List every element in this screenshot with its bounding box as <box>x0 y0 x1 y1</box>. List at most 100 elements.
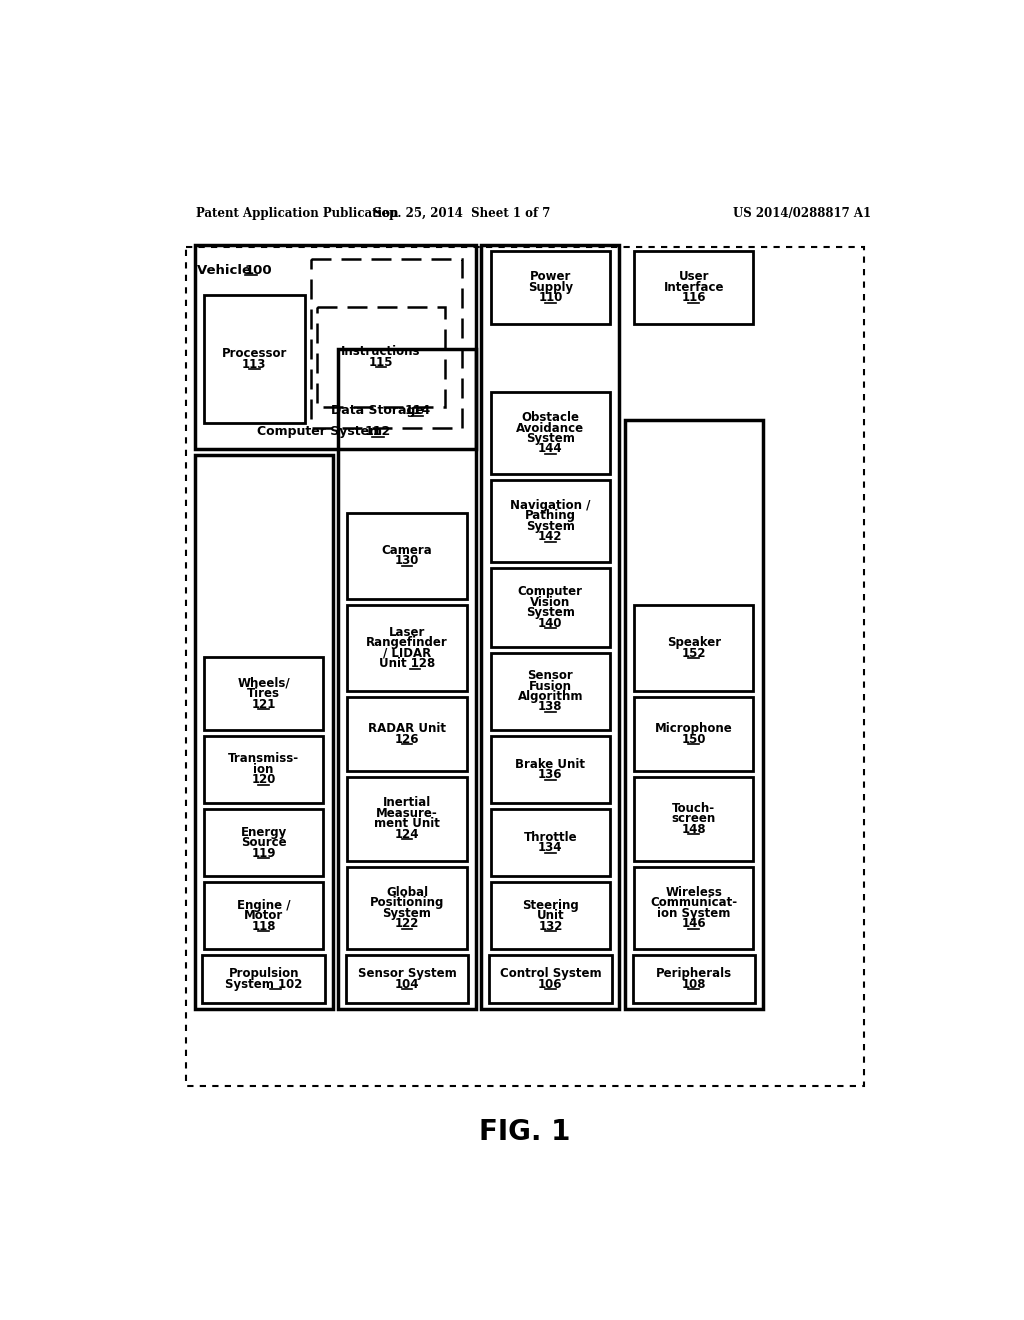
Text: Steering: Steering <box>522 899 579 912</box>
Text: Unit: Unit <box>537 909 564 923</box>
Text: Supply: Supply <box>527 281 573 294</box>
Bar <box>195 244 476 449</box>
Bar <box>204 657 324 730</box>
Text: Avoidance: Avoidance <box>516 421 585 434</box>
Text: 120: 120 <box>252 774 275 787</box>
Text: screen: screen <box>672 812 716 825</box>
Text: 104: 104 <box>394 978 419 991</box>
Bar <box>346 956 468 1003</box>
Text: Camera: Camera <box>382 544 432 557</box>
Text: Interface: Interface <box>664 281 724 294</box>
Text: Data Storage: Data Storage <box>331 404 424 417</box>
Bar <box>634 605 754 692</box>
Text: FIG. 1: FIG. 1 <box>479 1118 570 1147</box>
Text: Sensor: Sensor <box>527 669 573 682</box>
Bar <box>490 653 610 730</box>
Text: 124: 124 <box>394 828 419 841</box>
Text: Throttle: Throttle <box>523 830 578 843</box>
Text: Speaker: Speaker <box>667 636 721 649</box>
Text: System: System <box>383 907 431 920</box>
Text: Propulsion: Propulsion <box>228 968 299 981</box>
Text: RADAR Unit: RADAR Unit <box>368 722 446 735</box>
Text: 148: 148 <box>681 822 707 836</box>
Text: 121: 121 <box>252 697 275 710</box>
Text: Inertial: Inertial <box>383 796 431 809</box>
Text: 126: 126 <box>394 733 419 746</box>
Text: Vehicle: Vehicle <box>197 264 256 277</box>
Bar <box>633 956 755 1003</box>
Bar <box>634 776 754 861</box>
Bar <box>625 420 763 1010</box>
Text: Pathing: Pathing <box>525 510 575 523</box>
Text: System: System <box>526 606 574 619</box>
Text: 146: 146 <box>681 917 707 931</box>
Bar <box>347 867 467 949</box>
Text: 100: 100 <box>245 264 272 277</box>
Text: 142: 142 <box>539 531 562 544</box>
Text: ion System: ion System <box>657 907 730 920</box>
Text: Positioning: Positioning <box>370 896 444 909</box>
Text: 114: 114 <box>404 404 430 417</box>
Text: Laser: Laser <box>389 626 425 639</box>
Text: Global: Global <box>386 886 428 899</box>
Text: Transmiss-: Transmiss- <box>228 752 299 766</box>
Bar <box>203 956 325 1003</box>
Text: 132: 132 <box>539 920 562 933</box>
Bar <box>338 350 476 1010</box>
Text: Unit 128: Unit 128 <box>379 657 435 671</box>
Text: 118: 118 <box>251 920 275 933</box>
Bar <box>489 956 611 1003</box>
Bar <box>634 697 754 771</box>
Text: 115: 115 <box>369 356 393 368</box>
Text: System: System <box>526 432 574 445</box>
Bar <box>490 480 610 562</box>
Text: User: User <box>679 271 709 284</box>
Text: Energy: Energy <box>241 825 287 838</box>
Text: 110: 110 <box>539 292 562 305</box>
Bar <box>186 247 864 1086</box>
Text: Brake Unit: Brake Unit <box>515 758 586 771</box>
Text: 140: 140 <box>539 616 562 630</box>
Text: US 2014/0288817 A1: US 2014/0288817 A1 <box>733 207 871 220</box>
Text: 150: 150 <box>682 733 706 746</box>
Text: Navigation /: Navigation / <box>510 499 591 512</box>
Text: System: System <box>526 520 574 533</box>
Text: Measure-: Measure- <box>376 807 438 820</box>
Text: Computer: Computer <box>518 585 583 598</box>
Text: 106: 106 <box>539 978 562 991</box>
Bar <box>490 809 610 876</box>
Bar <box>204 882 324 949</box>
Text: Computer System: Computer System <box>257 425 382 438</box>
Text: Touch-: Touch- <box>672 801 716 814</box>
Text: 138: 138 <box>539 701 562 713</box>
Text: 152: 152 <box>682 647 706 660</box>
Text: 134: 134 <box>539 841 562 854</box>
Bar <box>195 455 333 1010</box>
Text: 122: 122 <box>395 917 419 931</box>
Text: / LIDAR: / LIDAR <box>383 647 431 660</box>
Text: 144: 144 <box>538 442 562 455</box>
Text: Communicat-: Communicat- <box>650 896 737 909</box>
Text: Wireless: Wireless <box>666 886 722 899</box>
Bar <box>204 809 324 876</box>
Bar <box>490 882 610 949</box>
Bar <box>311 259 462 428</box>
Text: Obstacle: Obstacle <box>521 411 580 424</box>
Text: Sep. 25, 2014  Sheet 1 of 7: Sep. 25, 2014 Sheet 1 of 7 <box>373 207 550 220</box>
Text: ment Unit: ment Unit <box>374 817 440 830</box>
Text: Control System: Control System <box>500 968 601 981</box>
Text: System 102: System 102 <box>225 978 302 991</box>
Bar <box>634 867 754 949</box>
Bar <box>347 776 467 861</box>
Text: 136: 136 <box>539 768 562 781</box>
Text: Fusion: Fusion <box>528 680 571 693</box>
Bar <box>347 605 467 692</box>
Text: 112: 112 <box>365 425 391 438</box>
Text: Processor: Processor <box>221 347 287 360</box>
Text: 113: 113 <box>242 358 266 371</box>
Bar <box>490 568 610 647</box>
Bar <box>481 244 620 1010</box>
Bar <box>317 308 445 407</box>
Text: Power: Power <box>529 271 571 284</box>
Text: Vision: Vision <box>530 595 570 609</box>
